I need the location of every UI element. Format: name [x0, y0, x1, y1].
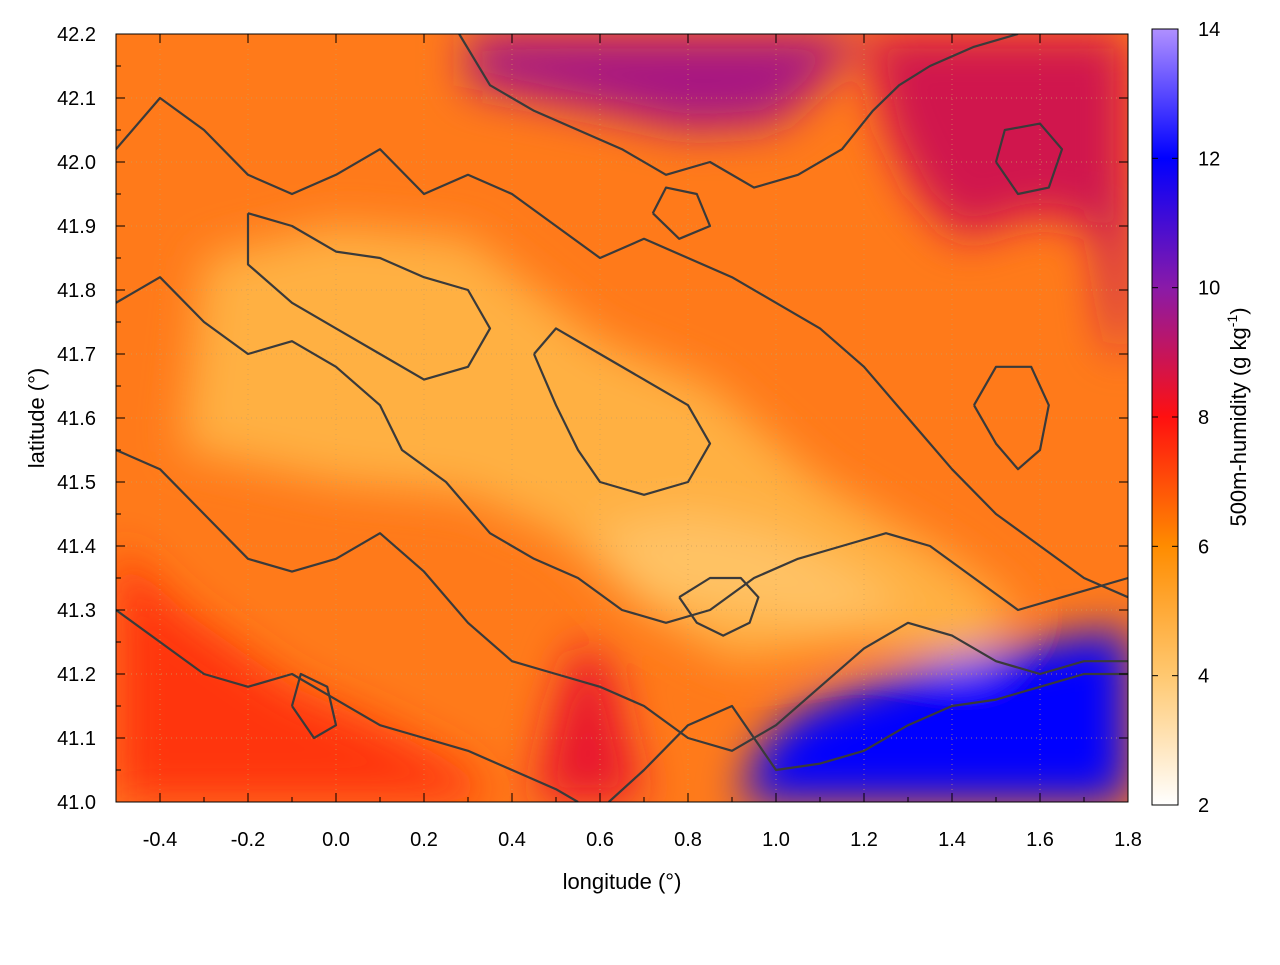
y-axis: 41.0 41.1 41.2 41.3 41.4 41.5 41.6 41.7 41.8 41.9… [57, 24, 1128, 814]
humidity-region-east-coast-moist [1092, 194, 1128, 354]
contour-line-7 [532, 327, 712, 496]
humidity-region-north-ridge-moist [468, 34, 864, 130]
y-tick-label-11: 42.1 [57, 88, 96, 110]
x-tick-label-4: 0.4 [498, 829, 526, 851]
x-tick-label-3: 0.2 [410, 829, 438, 851]
y-tick-label-0: 41.0 [57, 792, 96, 814]
colorbar-ticks: 2 4 6 8 10 12 14 [1152, 19, 1220, 817]
colorbar-tick-label-4: 10 [1198, 278, 1220, 300]
contour-line-11 [994, 122, 1064, 196]
contour-line-3 [116, 609, 579, 802]
y-tick-label-7: 41.7 [57, 344, 96, 366]
x-tick-label-7: 1.0 [762, 829, 790, 851]
x-tick-label-0: -0.4 [143, 829, 177, 851]
x-tick-label-9: 1.4 [938, 829, 966, 851]
colorbar-label-main: 500m-humidity (g kg [1226, 327, 1251, 526]
contour-line-0 [116, 96, 1128, 599]
colorbar-tick-label-5: 12 [1198, 148, 1220, 170]
colorbar: 2 4 6 8 10 12 14 500m-humidity (g kg-1) [1151, 19, 1251, 817]
contour-lines [116, 34, 1128, 802]
y-tick-label-12: 42.2 [57, 24, 96, 46]
humidity-region-south-ridge-moist [534, 642, 644, 802]
y-tick-label-6: 41.6 [57, 408, 96, 430]
x-axis: -0.4 -0.2 0.0 0.2 0.4 0.6 0.8 1.0 1.2 1.4 1.6 1.8 [115, 34, 1142, 851]
contour-line-10 [651, 186, 712, 240]
y-tick-label-8: 41.8 [57, 280, 96, 302]
colorbar-tick-label-1: 4 [1198, 666, 1209, 688]
x-tick-label-11: 1.8 [1114, 829, 1142, 851]
x-tick-label-1: -0.2 [231, 829, 265, 851]
x-tick-label-8: 1.2 [850, 829, 878, 851]
colorbar-tick-label-3: 8 [1198, 407, 1209, 429]
y-tick-label-1: 41.1 [57, 728, 96, 750]
x-tick-label-2: 0.0 [322, 829, 350, 851]
humidity-region-north-east-moist [864, 34, 1128, 258]
y-tick-label-4: 41.4 [57, 536, 96, 558]
contour-line-2 [116, 448, 1128, 752]
humidity-region-central-ridge-dry [591, 514, 908, 623]
x-tick-label-10: 1.6 [1026, 829, 1054, 851]
colorbar-label: 500m-humidity (g kg-1) [1224, 307, 1251, 526]
contour-line-9 [678, 576, 760, 637]
contour-line-1 [116, 276, 1128, 624]
plot-area [115, 33, 1129, 803]
y-tick-label-10: 42.0 [57, 152, 96, 174]
contour-line-12 [290, 672, 338, 740]
x-tick-label-5: 0.6 [586, 829, 614, 851]
colorbar-tick-label-2: 6 [1198, 536, 1209, 558]
y-axis-label: latitude (°) [24, 368, 49, 469]
contour-line-6 [246, 212, 492, 381]
y-tick-label-5: 41.5 [57, 472, 96, 494]
colorbar-tick-label-6: 14 [1198, 19, 1220, 41]
contour-line-4 [608, 672, 1128, 802]
contour-line-8 [973, 365, 1050, 471]
x-tick-label-6: 0.8 [674, 829, 702, 851]
colorbar-tick-label-0: 2 [1198, 795, 1209, 817]
contour-line-5 [458, 34, 1019, 189]
colorbar-label-superscript: -1 [1224, 315, 1240, 328]
x-axis-label: longitude (°) [563, 869, 682, 894]
y-tick-label-3: 41.3 [57, 600, 96, 622]
y-tick-label-2: 41.2 [57, 664, 96, 686]
colorbar-label-tail: ) [1226, 307, 1251, 314]
y-tick-label-9: 41.9 [57, 216, 96, 238]
